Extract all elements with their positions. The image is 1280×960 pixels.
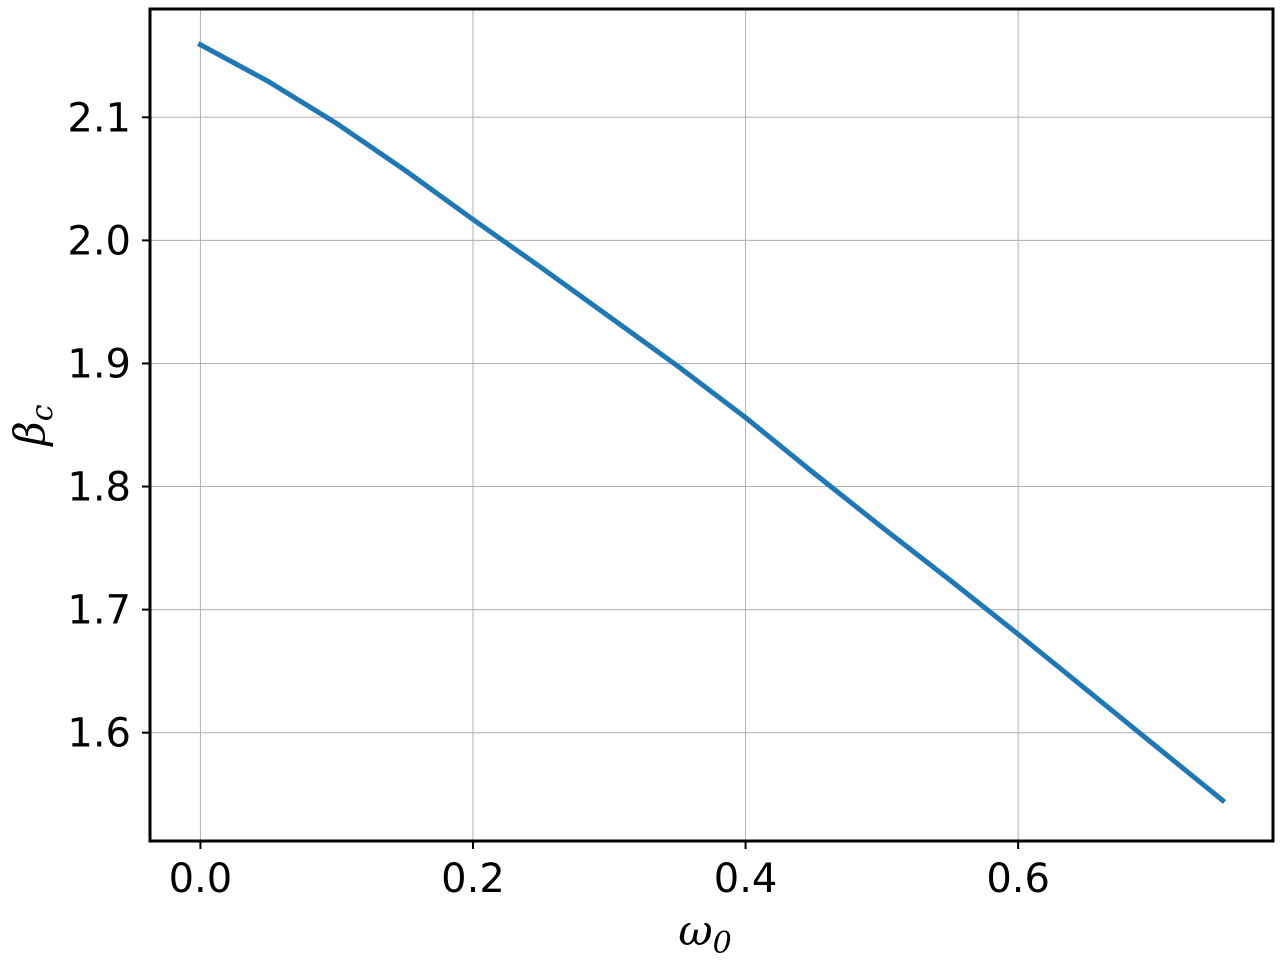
y-axis-label-sub: c <box>25 404 60 421</box>
y-tick-label: 2.0 <box>67 218 131 264</box>
y-axis: 1.6 1.7 1.8 1.9 2.0 2.1 <box>67 95 150 757</box>
y-tick-label: 1.9 <box>67 341 131 387</box>
x-tick-label: 0.2 <box>441 856 505 902</box>
y-axis-label: βc <box>5 404 60 447</box>
plot-frame <box>148 7 1275 843</box>
x-axis-label-main: ω <box>678 906 712 955</box>
y-tick-label: 1.7 <box>67 588 131 634</box>
x-tick-label: 0.6 <box>986 856 1050 902</box>
x-axis-label: ω0 <box>678 906 731 960</box>
grid <box>150 9 1273 841</box>
y-tick-label: 2.1 <box>67 95 131 141</box>
y-tick-label: 1.6 <box>67 711 131 757</box>
x-tick-label: 0.0 <box>169 856 233 902</box>
x-tick-label: 0.4 <box>714 856 778 902</box>
x-axis: 0.0 0.2 0.4 0.6 <box>169 841 1050 902</box>
series-line <box>197 41 1227 804</box>
y-tick-label: 1.8 <box>67 465 131 511</box>
y-axis-label-main: β <box>5 421 54 447</box>
x-axis-label-sub: 0 <box>713 926 732 960</box>
series-group <box>197 41 1227 804</box>
